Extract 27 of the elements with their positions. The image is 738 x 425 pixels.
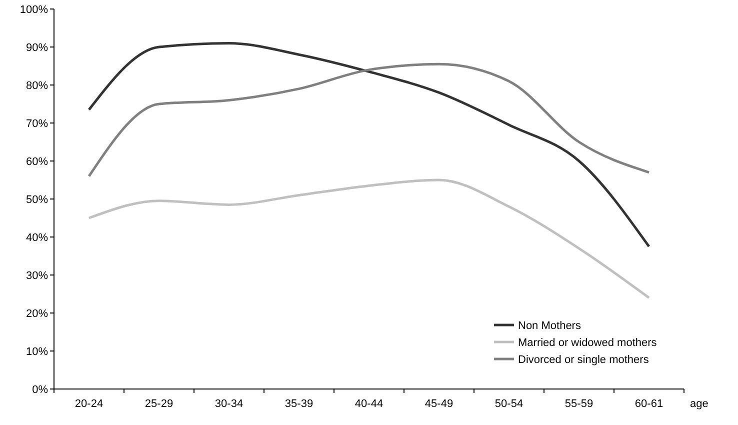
x-tick-label: 30-34 xyxy=(214,398,244,410)
y-tick-label: 40% xyxy=(26,232,48,244)
x-tick-label: 45-49 xyxy=(424,398,454,410)
x-tick-label: 55-59 xyxy=(564,398,594,410)
x-tick-label: 20-24 xyxy=(74,398,104,410)
y-tick-label: 30% xyxy=(26,270,48,282)
y-tick-label: 70% xyxy=(26,118,48,130)
x-tick-label: 60-61 xyxy=(634,398,664,410)
legend-label: Married or widowed mothers xyxy=(518,336,658,349)
line-series xyxy=(88,62,650,178)
y-tick-label: 20% xyxy=(26,308,48,320)
y-tick-label: 0% xyxy=(32,384,48,396)
x-tick-label: 40-44 xyxy=(354,398,384,410)
legend-label: Non Mothers xyxy=(518,320,582,332)
line-series xyxy=(88,42,650,248)
y-tick-label: 60% xyxy=(26,156,48,168)
x-tick-label: 50-54 xyxy=(494,398,524,410)
y-tick-label: 100% xyxy=(20,4,48,16)
y-tick-label: 10% xyxy=(26,346,48,358)
y-tick-label: 50% xyxy=(26,194,48,206)
y-tick-label: 90% xyxy=(26,42,48,54)
y-tick-label: 80% xyxy=(26,80,48,92)
line-series xyxy=(88,178,650,300)
x-axis-title: age xyxy=(690,398,708,410)
legend-label: Divorced or single mothers xyxy=(518,354,650,366)
x-tick-label: 35-39 xyxy=(284,398,314,410)
x-tick-label: 25-29 xyxy=(144,398,174,410)
